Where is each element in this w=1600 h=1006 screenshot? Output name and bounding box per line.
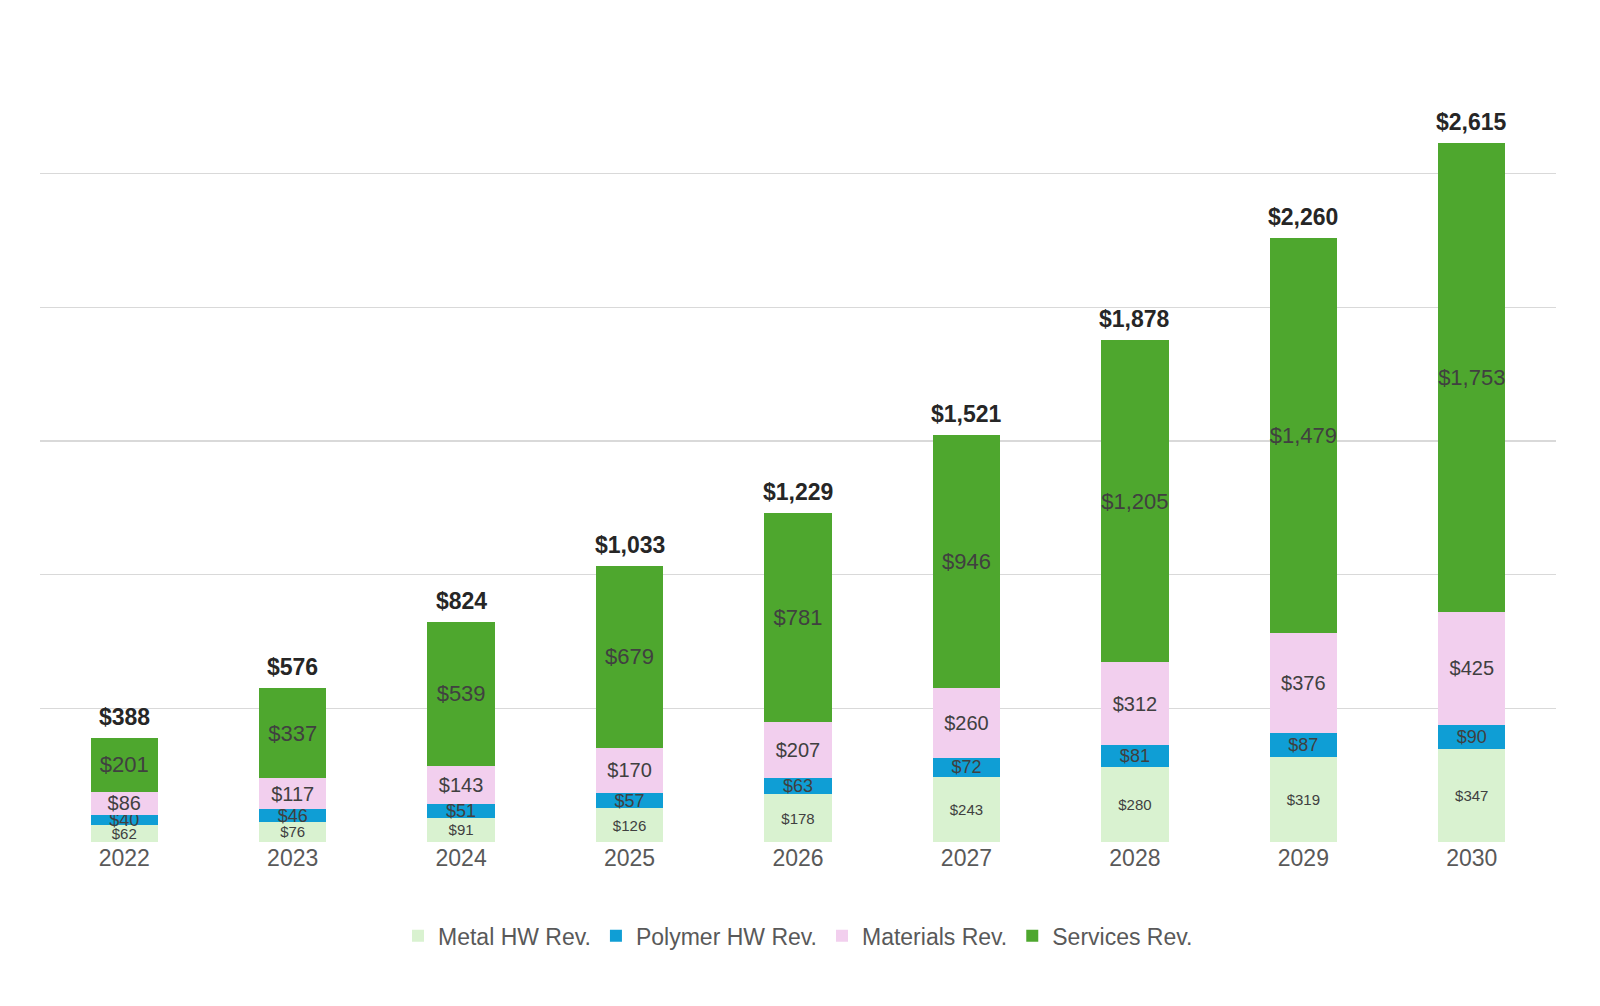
svg-text:$207: $207 [776,739,821,761]
svg-text:$824: $824 [436,588,487,614]
svg-text:$46: $46 [278,806,308,826]
svg-text:$337: $337 [268,721,317,746]
svg-text:$91: $91 [449,821,474,838]
svg-text:$2,615: $2,615 [1436,109,1507,135]
svg-text:Materials Rev.: Materials Rev. [862,924,1007,950]
svg-text:$679: $679 [605,644,654,669]
svg-text:$1,521: $1,521 [931,401,1002,427]
svg-text:$319: $319 [1287,791,1320,808]
svg-text:$576: $576 [267,654,318,680]
svg-text:$117: $117 [271,783,314,805]
svg-text:$178: $178 [781,810,814,827]
svg-text:$72: $72 [951,757,981,777]
svg-text:$946: $946 [942,549,991,574]
svg-text:$62: $62 [112,825,137,842]
svg-text:2022: 2022 [99,845,150,871]
svg-text:$376: $376 [1281,672,1326,694]
svg-text:$76: $76 [280,823,305,840]
svg-text:Metal HW Rev.: Metal HW Rev. [438,924,591,950]
svg-text:2023: 2023 [267,845,318,871]
svg-text:$280: $280 [1118,796,1151,813]
svg-text:$388: $388 [99,704,150,730]
svg-text:$781: $781 [774,605,823,630]
svg-text:$347: $347 [1455,787,1488,804]
svg-text:$40: $40 [109,810,139,830]
svg-text:$1,205: $1,205 [1101,489,1168,514]
svg-text:$86: $86 [108,792,141,814]
svg-text:2024: 2024 [436,845,487,871]
svg-text:2030: 2030 [1446,845,1497,871]
svg-text:$143: $143 [439,774,484,796]
svg-text:2026: 2026 [772,845,823,871]
svg-text:$63: $63 [783,776,813,796]
svg-text:$2,260: $2,260 [1268,204,1338,230]
svg-text:2025: 2025 [604,845,655,871]
svg-text:$201: $201 [100,752,149,777]
svg-text:2029: 2029 [1278,845,1329,871]
svg-text:$1,878: $1,878 [1099,306,1170,332]
svg-text:$87: $87 [1288,735,1318,755]
svg-text:$312: $312 [1113,693,1158,715]
svg-text:$1,229: $1,229 [763,479,833,505]
svg-text:$1,479: $1,479 [1270,423,1337,448]
svg-text:Polymer HW Rev.: Polymer HW Rev. [636,924,817,950]
svg-text:$243: $243 [950,801,983,818]
svg-text:Services Rev.: Services Rev. [1052,924,1192,950]
svg-text:$51: $51 [446,801,476,821]
svg-text:$1,033: $1,033 [595,532,665,558]
svg-text:2027: 2027 [941,845,992,871]
svg-text:$126: $126 [613,817,646,834]
svg-text:$1,753: $1,753 [1438,365,1505,390]
svg-text:$425: $425 [1450,657,1495,679]
svg-text:$539: $539 [437,681,486,706]
svg-text:$260: $260 [944,712,989,734]
svg-text:$57: $57 [615,791,645,811]
svg-text:$90: $90 [1457,727,1487,747]
svg-text:$170: $170 [607,759,652,781]
svg-text:$81: $81 [1120,746,1150,766]
svg-text:2028: 2028 [1109,845,1160,871]
